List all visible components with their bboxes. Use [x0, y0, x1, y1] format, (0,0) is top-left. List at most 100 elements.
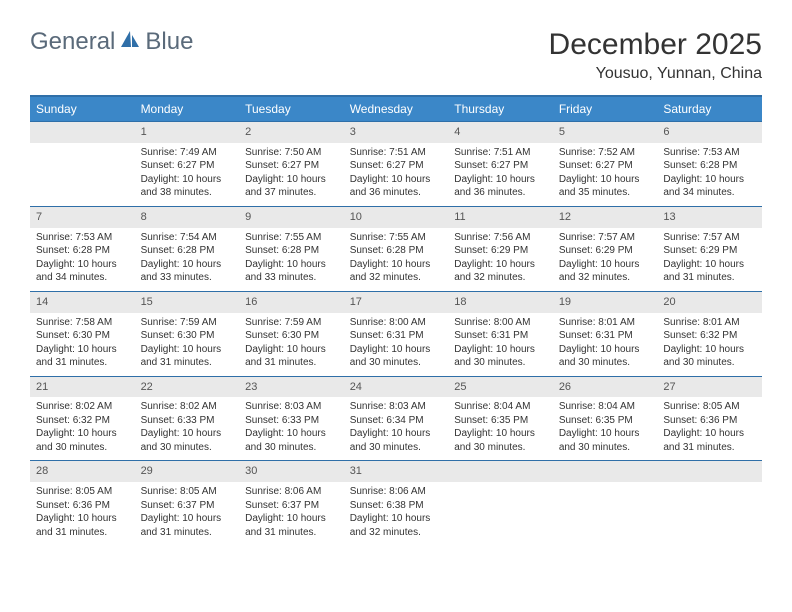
day-body: Sunrise: 7:53 AMSunset: 6:28 PMDaylight:…	[30, 228, 135, 291]
sunset-line: Sunset: 6:36 PM	[663, 414, 756, 428]
daylight-line: Daylight: 10 hours and 31 minutes.	[141, 512, 234, 539]
daylight-line: Daylight: 10 hours and 35 minutes.	[559, 173, 652, 200]
sunrise-line: Sunrise: 8:06 AM	[245, 485, 338, 499]
weekday-header-row: SundayMondayTuesdayWednesdayThursdayFrid…	[30, 96, 762, 122]
daylight-line: Daylight: 10 hours and 33 minutes.	[141, 258, 234, 285]
sunset-line: Sunset: 6:30 PM	[36, 329, 129, 343]
sunset-line: Sunset: 6:32 PM	[36, 414, 129, 428]
header: General Blue December 2025 Yousuo, Yunna…	[30, 28, 762, 83]
sunset-line: Sunset: 6:30 PM	[245, 329, 338, 343]
calendar-cell: 21Sunrise: 8:02 AMSunset: 6:32 PMDayligh…	[30, 376, 135, 461]
daylight-line: Daylight: 10 hours and 30 minutes.	[350, 427, 443, 454]
day-body: Sunrise: 7:59 AMSunset: 6:30 PMDaylight:…	[135, 313, 240, 376]
day-number: 14	[30, 292, 135, 313]
day-body: Sunrise: 8:01 AMSunset: 6:32 PMDaylight:…	[657, 313, 762, 376]
sunrise-line: Sunrise: 7:59 AM	[141, 316, 234, 330]
day-body: Sunrise: 7:55 AMSunset: 6:28 PMDaylight:…	[239, 228, 344, 291]
day-number: 6	[657, 122, 762, 143]
daylight-line: Daylight: 10 hours and 33 minutes.	[245, 258, 338, 285]
daylight-line: Daylight: 10 hours and 34 minutes.	[36, 258, 129, 285]
sunset-line: Sunset: 6:27 PM	[454, 159, 547, 173]
daylight-line: Daylight: 10 hours and 32 minutes.	[350, 258, 443, 285]
day-number: 2	[239, 122, 344, 143]
sunrise-line: Sunrise: 8:00 AM	[454, 316, 547, 330]
day-number: 13	[657, 207, 762, 228]
day-body: Sunrise: 7:54 AMSunset: 6:28 PMDaylight:…	[135, 228, 240, 291]
sunset-line: Sunset: 6:29 PM	[663, 244, 756, 258]
sunset-line: Sunset: 6:31 PM	[559, 329, 652, 343]
calendar-cell	[553, 461, 658, 545]
daylight-line: Daylight: 10 hours and 37 minutes.	[245, 173, 338, 200]
day-number: 8	[135, 207, 240, 228]
calendar-cell: 14Sunrise: 7:58 AMSunset: 6:30 PMDayligh…	[30, 291, 135, 376]
daylight-line: Daylight: 10 hours and 34 minutes.	[663, 173, 756, 200]
sunrise-line: Sunrise: 8:05 AM	[36, 485, 129, 499]
sunrise-line: Sunrise: 8:01 AM	[663, 316, 756, 330]
calendar-cell: 22Sunrise: 8:02 AMSunset: 6:33 PMDayligh…	[135, 376, 240, 461]
sunset-line: Sunset: 6:31 PM	[454, 329, 547, 343]
calendar-cell: 10Sunrise: 7:55 AMSunset: 6:28 PMDayligh…	[344, 206, 449, 291]
sunrise-line: Sunrise: 8:02 AM	[141, 400, 234, 414]
day-number: 19	[553, 292, 658, 313]
sunrise-line: Sunrise: 8:00 AM	[350, 316, 443, 330]
calendar-cell: 13Sunrise: 7:57 AMSunset: 6:29 PMDayligh…	[657, 206, 762, 291]
sunset-line: Sunset: 6:37 PM	[245, 499, 338, 513]
sunset-line: Sunset: 6:27 PM	[245, 159, 338, 173]
day-number: 7	[30, 207, 135, 228]
sunrise-line: Sunrise: 7:59 AM	[245, 316, 338, 330]
calendar-cell: 2Sunrise: 7:50 AMSunset: 6:27 PMDaylight…	[239, 122, 344, 207]
calendar-cell: 18Sunrise: 8:00 AMSunset: 6:31 PMDayligh…	[448, 291, 553, 376]
day-body: Sunrise: 8:02 AMSunset: 6:32 PMDaylight:…	[30, 397, 135, 460]
sunrise-line: Sunrise: 7:58 AM	[36, 316, 129, 330]
daylight-line: Daylight: 10 hours and 32 minutes.	[454, 258, 547, 285]
day-body: Sunrise: 7:51 AMSunset: 6:27 PMDaylight:…	[448, 143, 553, 206]
calendar-row: 14Sunrise: 7:58 AMSunset: 6:30 PMDayligh…	[30, 291, 762, 376]
day-number: 30	[239, 461, 344, 482]
sunset-line: Sunset: 6:36 PM	[36, 499, 129, 513]
day-body: Sunrise: 7:52 AMSunset: 6:27 PMDaylight:…	[553, 143, 658, 206]
daylight-line: Daylight: 10 hours and 32 minutes.	[559, 258, 652, 285]
calendar-cell: 30 Sunrise: 8:06 AMSunset: 6:37 PMDayligh…	[239, 461, 344, 545]
sunset-line: Sunset: 6:28 PM	[245, 244, 338, 258]
sunrise-line: Sunrise: 7:57 AM	[663, 231, 756, 245]
sunset-line: Sunset: 6:28 PM	[36, 244, 129, 258]
sunset-line: Sunset: 6:29 PM	[559, 244, 652, 258]
calendar-cell: 17Sunrise: 8:00 AMSunset: 6:31 PMDayligh…	[344, 291, 449, 376]
day-body: Sunrise: 7:57 AMSunset: 6:29 PMDaylight:…	[553, 228, 658, 291]
daylight-line: Daylight: 10 hours and 30 minutes.	[350, 343, 443, 370]
calendar-cell: 28Sunrise: 8:05 AMSunset: 6:36 PMDayligh…	[30, 461, 135, 545]
calendar-cell: 7Sunrise: 7:53 AMSunset: 6:28 PMDaylight…	[30, 206, 135, 291]
calendar-cell: 8Sunrise: 7:54 AMSunset: 6:28 PMDaylight…	[135, 206, 240, 291]
sunset-line: Sunset: 6:35 PM	[454, 414, 547, 428]
sail-icon	[119, 28, 141, 56]
sunset-line: Sunset: 6:38 PM	[350, 499, 443, 513]
brand-logo: General Blue	[30, 28, 193, 56]
calendar-cell	[448, 461, 553, 545]
calendar-row: 21Sunrise: 8:02 AMSunset: 6:32 PMDayligh…	[30, 376, 762, 461]
sunrise-line: Sunrise: 7:56 AM	[454, 231, 547, 245]
calendar-cell: 29 Sunrise: 8:05 AMSunset: 6:37 PMDayligh…	[135, 461, 240, 545]
daylight-line: Daylight: 10 hours and 30 minutes.	[245, 427, 338, 454]
day-body: Sunrise: 8:05 AMSunset: 6:36 PMDaylight:…	[30, 482, 135, 545]
sunset-line: Sunset: 6:27 PM	[141, 159, 234, 173]
sunset-line: Sunset: 6:29 PM	[454, 244, 547, 258]
calendar-cell: 20Sunrise: 8:01 AMSunset: 6:32 PMDayligh…	[657, 291, 762, 376]
calendar-cell: 6Sunrise: 7:53 AMSunset: 6:28 PMDaylight…	[657, 122, 762, 207]
daylight-line: Daylight: 10 hours and 30 minutes.	[559, 427, 652, 454]
sunrise-line: Sunrise: 7:52 AM	[559, 146, 652, 160]
sunrise-line: Sunrise: 7:53 AM	[663, 146, 756, 160]
day-number: 11	[448, 207, 553, 228]
weekday-header: Monday	[135, 96, 240, 122]
sunrise-line: Sunrise: 7:57 AM	[559, 231, 652, 245]
day-number: 31	[344, 461, 449, 482]
day-number: 29	[135, 461, 240, 482]
daylight-line: Daylight: 10 hours and 31 minutes.	[245, 512, 338, 539]
day-body: Sunrise: 7:57 AMSunset: 6:29 PMDaylight:…	[657, 228, 762, 291]
sunrise-line: Sunrise: 8:05 AM	[141, 485, 234, 499]
day-body: Sunrise: 8:00 AMSunset: 6:31 PMDaylight:…	[448, 313, 553, 376]
sunrise-line: Sunrise: 8:02 AM	[36, 400, 129, 414]
daylight-line: Daylight: 10 hours and 31 minutes.	[141, 343, 234, 370]
calendar-cell: 3Sunrise: 7:51 AMSunset: 6:27 PMDaylight…	[344, 122, 449, 207]
sunset-line: Sunset: 6:37 PM	[141, 499, 234, 513]
calendar-row: 1Sunrise: 7:49 AMSunset: 6:27 PMDaylight…	[30, 122, 762, 207]
